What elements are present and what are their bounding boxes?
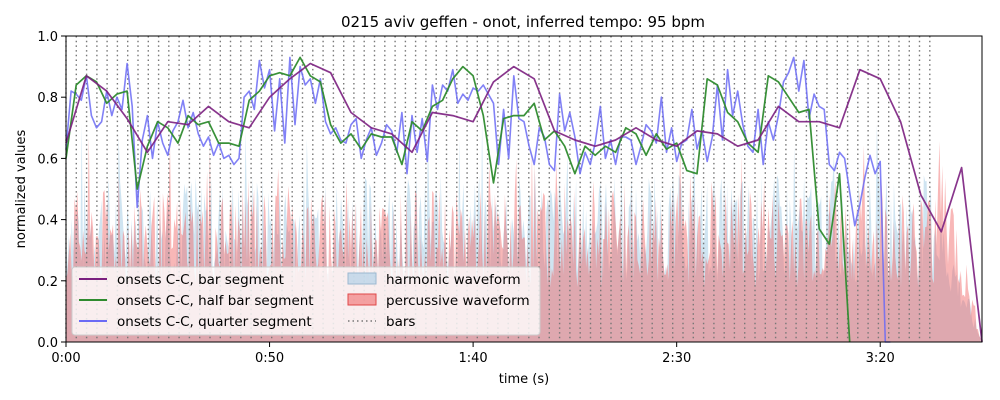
legend-label-bars: bars — [386, 314, 415, 330]
legend-label-bar-segment: onsets C-C, bar segment — [117, 272, 284, 288]
y-axis-label: normalized values — [14, 129, 29, 248]
legend-swatch-percussive — [347, 293, 377, 306]
series-line-onsets-c-c-quarter-segment — [65, 56, 891, 343]
y-tick-label-3: 0.6 — [37, 152, 58, 167]
x-axis-label: time (s) — [499, 372, 549, 387]
x-tick-label-2: 1:40 — [459, 351, 488, 366]
series-lines — [65, 56, 983, 343]
x-tick-label-0: 0:00 — [51, 351, 80, 366]
series-line-onsets-c-c-half-bar-segment — [65, 56, 851, 343]
y-tick-label-5: 1.0 — [37, 30, 58, 45]
legend-label-half-bar-segment: onsets C-C, half bar segment — [117, 293, 314, 309]
plot-frame — [65, 35, 983, 343]
legend: onsets C-C, bar segment onsets C-C, half… — [71, 266, 541, 336]
y-tick-label-4: 0.8 — [37, 91, 58, 106]
chart-title: 0215 aviv geffen - onot, inferred tempo:… — [341, 13, 705, 31]
legend-box — [71, 266, 541, 336]
y-tick-label-0: 0.0 — [37, 336, 58, 351]
y-tick-label-1: 0.2 — [37, 275, 58, 290]
legend-label-percussive: percussive waveform — [386, 293, 530, 309]
series-line-onsets-c-c-bar-segment — [65, 62, 983, 343]
x-tick-label-4: 3:20 — [866, 351, 895, 366]
legend-swatch-harmonic — [347, 272, 377, 285]
y-tick-label-2: 0.4 — [37, 214, 58, 229]
x-axis: 0:00 0:50 1:40 2:30 3:20 — [51, 342, 895, 366]
legend-label-quarter-segment: onsets C-C, quarter segment — [117, 314, 312, 330]
x-tick-label-1: 0:50 — [255, 351, 284, 366]
y-axis: 0.0 0.2 0.4 0.6 0.8 1.0 — [37, 30, 66, 351]
legend-label-harmonic: harmonic waveform — [386, 272, 521, 288]
x-tick-label-3: 2:30 — [662, 351, 691, 366]
